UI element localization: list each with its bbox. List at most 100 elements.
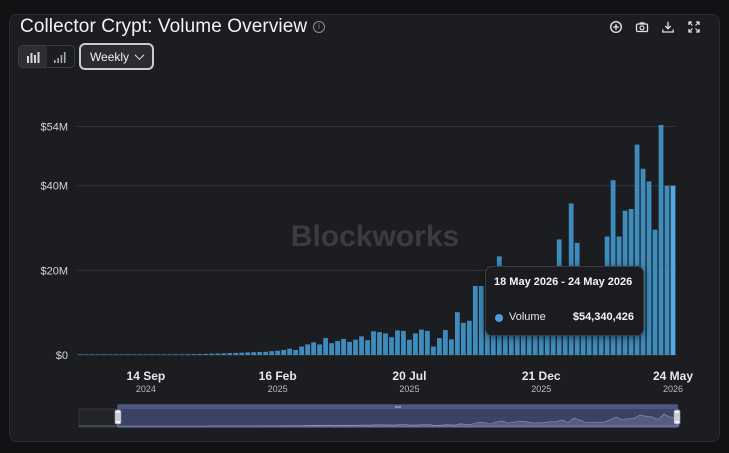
- bar[interactable]: [419, 329, 424, 355]
- bar[interactable]: [664, 185, 670, 355]
- bar[interactable]: [634, 144, 640, 355]
- info-icon[interactable]: i: [313, 21, 325, 33]
- bar[interactable]: [431, 346, 436, 355]
- bar[interactable]: [646, 181, 652, 355]
- bar[interactable]: [161, 354, 167, 355]
- bar[interactable]: [658, 125, 664, 355]
- bar[interactable]: [478, 286, 484, 355]
- download-icon[interactable]: [661, 20, 675, 34]
- bar[interactable]: [203, 353, 209, 355]
- bar[interactable]: [670, 185, 676, 355]
- bar[interactable]: [95, 354, 101, 355]
- bar[interactable]: [454, 312, 460, 355]
- bar[interactable]: [263, 351, 269, 355]
- bar[interactable]: [281, 349, 287, 355]
- tooltip-series-name: Volume: [509, 311, 546, 323]
- bar[interactable]: [239, 352, 245, 355]
- bar[interactable]: [269, 351, 275, 355]
- bar[interactable]: [359, 336, 364, 355]
- bar[interactable]: [472, 286, 478, 355]
- watermark: Blockworks: [291, 220, 459, 253]
- y-tick-label: $20M: [40, 265, 68, 277]
- bar[interactable]: [401, 330, 406, 355]
- bar[interactable]: [245, 352, 251, 355]
- bar[interactable]: [215, 353, 221, 355]
- expand-icon[interactable]: [687, 20, 701, 34]
- bar[interactable]: [143, 354, 149, 355]
- interval-dropdown[interactable]: Weekly: [79, 43, 154, 70]
- bar[interactable]: [197, 354, 203, 355]
- y-tick-label: $40M: [40, 181, 68, 193]
- bar[interactable]: [131, 354, 137, 355]
- bar[interactable]: [347, 341, 352, 355]
- bar[interactable]: [335, 341, 340, 355]
- bar[interactable]: [89, 354, 95, 355]
- bar[interactable]: [119, 354, 125, 355]
- bar[interactable]: [341, 338, 346, 355]
- bar[interactable]: [257, 352, 263, 355]
- bar[interactable]: [233, 352, 239, 355]
- bar[interactable]: [173, 354, 179, 355]
- signal-bars-option[interactable]: [47, 46, 75, 67]
- bar[interactable]: [167, 354, 173, 355]
- bar[interactable]: [83, 354, 89, 355]
- x-tick-year: 2025: [399, 384, 419, 394]
- bar[interactable]: [305, 344, 311, 355]
- navigator-handle[interactable]: [114, 409, 122, 425]
- camera-icon[interactable]: [635, 20, 649, 34]
- bar[interactable]: [185, 354, 191, 355]
- bar[interactable]: [377, 332, 382, 355]
- bar[interactable]: [353, 339, 358, 355]
- bar[interactable]: [275, 350, 281, 355]
- navigator-scrollbar[interactable]: [118, 405, 677, 409]
- bar[interactable]: [389, 337, 394, 355]
- bar[interactable]: [113, 354, 119, 355]
- bar[interactable]: [125, 354, 131, 355]
- bar[interactable]: [466, 320, 472, 355]
- interval-value: Weekly: [89, 49, 130, 64]
- bar[interactable]: [77, 354, 83, 355]
- bar[interactable]: [640, 168, 646, 355]
- bar[interactable]: [179, 354, 185, 355]
- bar[interactable]: [299, 346, 305, 355]
- bar[interactable]: [437, 338, 442, 355]
- bar[interactable]: [460, 322, 466, 355]
- range-navigator[interactable]: [78, 404, 681, 428]
- navigator-handle[interactable]: [673, 409, 681, 425]
- bar-chart-option[interactable]: [19, 46, 47, 67]
- x-tick-label: 14 Sep: [127, 369, 166, 383]
- bar[interactable]: [227, 353, 233, 355]
- bar[interactable]: [317, 344, 322, 355]
- bar[interactable]: [323, 338, 328, 355]
- bar[interactable]: [209, 353, 215, 355]
- bar[interactable]: [311, 342, 316, 355]
- bar[interactable]: [155, 354, 161, 355]
- bar[interactable]: [365, 340, 370, 355]
- bar[interactable]: [137, 354, 143, 355]
- x-tick-year: 2025: [268, 384, 288, 394]
- bar[interactable]: [413, 333, 418, 355]
- bar[interactable]: [149, 354, 155, 355]
- bar[interactable]: [107, 354, 113, 355]
- bar[interactable]: [287, 348, 293, 355]
- bar[interactable]: [395, 330, 400, 355]
- bar[interactable]: [442, 330, 448, 355]
- bar[interactable]: [448, 339, 454, 355]
- bar[interactable]: [425, 330, 430, 355]
- bar[interactable]: [383, 333, 388, 355]
- zoom-in-icon[interactable]: [609, 20, 623, 34]
- bar[interactable]: [652, 229, 658, 355]
- y-tick-label: $54M: [40, 121, 68, 133]
- bar[interactable]: [329, 343, 334, 355]
- bar[interactable]: [407, 339, 412, 355]
- bar[interactable]: [191, 354, 197, 355]
- bar[interactable]: [251, 352, 257, 355]
- bar[interactable]: [293, 349, 299, 355]
- chart-card: [9, 14, 720, 442]
- bar[interactable]: [371, 331, 376, 355]
- y-tick-label: $0: [56, 350, 68, 362]
- x-tick-year: 2024: [136, 384, 156, 394]
- bar[interactable]: [221, 353, 227, 355]
- bar[interactable]: [101, 354, 107, 355]
- bar[interactable]: [484, 316, 490, 355]
